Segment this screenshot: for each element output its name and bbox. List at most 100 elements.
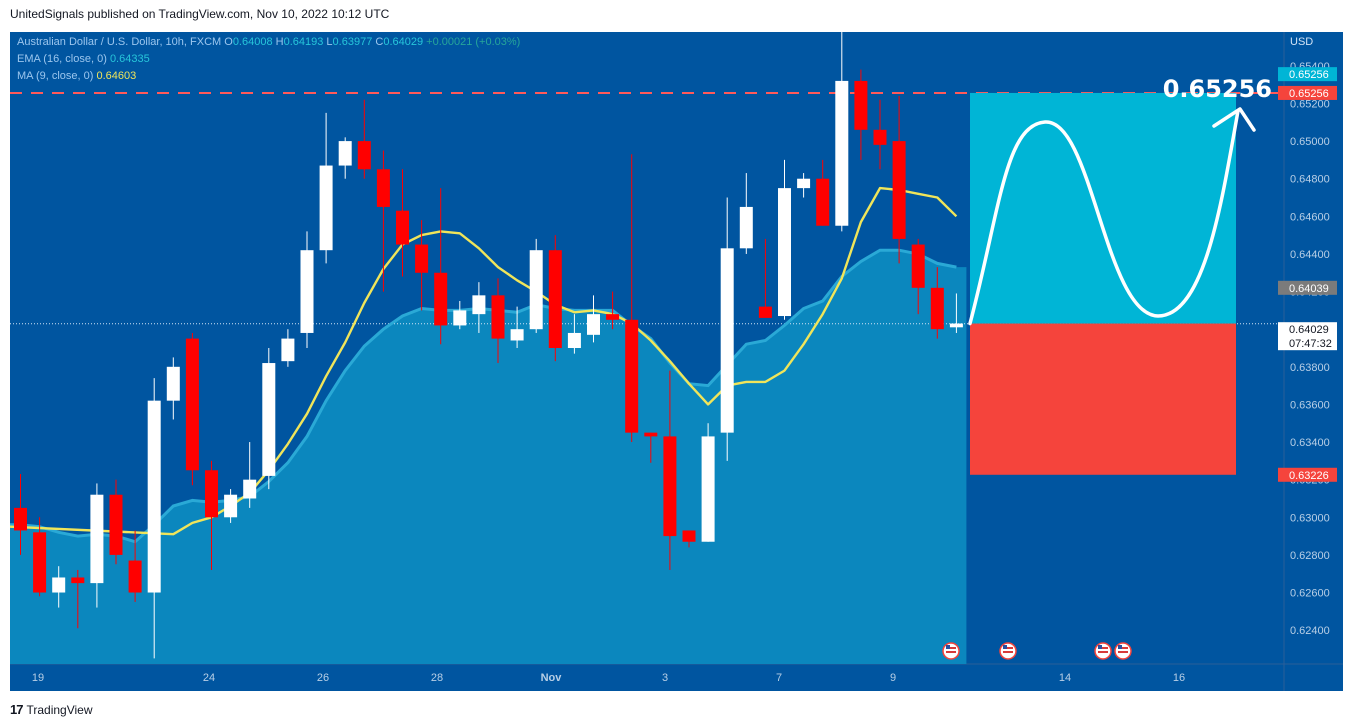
- candle-body: [128, 560, 142, 593]
- target-zone: [970, 92, 1236, 324]
- event-icons: [942, 642, 1132, 660]
- price-tick-label: 0.63400: [1290, 437, 1330, 449]
- candle-body: [663, 436, 677, 537]
- close-value: 0.64029: [383, 36, 424, 48]
- candle: [434, 188, 448, 345]
- candle-body: [376, 169, 390, 207]
- candle-body: [147, 400, 161, 593]
- price-tag-bg: [1278, 67, 1337, 82]
- candle: [720, 197, 734, 461]
- price-tick-label: 0.65200: [1290, 98, 1330, 110]
- candle-body: [797, 178, 811, 189]
- time-tick-label: 16: [1173, 672, 1185, 684]
- high-value: 0.64193: [283, 36, 324, 48]
- candle-body: [720, 248, 734, 433]
- price-tick-label: 0.64600: [1290, 211, 1330, 223]
- candle-body: [644, 432, 658, 437]
- candle-body: [529, 250, 543, 330]
- candle: [224, 489, 238, 523]
- candle-body: [281, 338, 295, 362]
- candle: [33, 517, 47, 597]
- candle: [797, 173, 811, 198]
- candle: [300, 231, 314, 348]
- candle: [357, 99, 371, 179]
- candle-body: [625, 319, 639, 433]
- ema-value: 0.64335: [109, 53, 150, 65]
- candle-body: [739, 206, 753, 249]
- countdown-text: 07:47:32: [1289, 338, 1332, 350]
- price-tag-text: 0.63226: [1289, 470, 1329, 482]
- candle: [739, 173, 753, 254]
- time-tick-label: 19: [32, 672, 44, 684]
- candle-body: [472, 295, 486, 315]
- candle-body: [510, 329, 524, 341]
- flag-icon-stripe: [946, 647, 956, 649]
- candle-body: [930, 287, 944, 330]
- price-tag-bg: [1278, 467, 1337, 482]
- candle: [71, 569, 85, 629]
- candle: [205, 460, 218, 570]
- legend-row-ohlc: Australian Dollar / U.S. Dollar, 10h, FX…: [17, 36, 520, 48]
- candle: [166, 357, 180, 420]
- price-axis-tag: 0.64029 07:47:32: [1278, 322, 1337, 351]
- flag-icon-canton: [1098, 645, 1102, 649]
- flag-icon-canton: [1003, 645, 1007, 649]
- target-price-label: 0.65256: [1163, 75, 1272, 103]
- candle-body: [338, 141, 352, 166]
- flag-icon-stripe: [1118, 651, 1128, 653]
- price-tick-label: 0.64400: [1290, 249, 1330, 261]
- close-label: C: [375, 36, 384, 48]
- forecast-curve: [968, 109, 1240, 326]
- candle: [587, 295, 600, 343]
- time-tick-label: 3: [662, 672, 668, 684]
- candle: [52, 566, 66, 608]
- candle: [663, 370, 677, 570]
- candle-body: [682, 530, 696, 542]
- flag-icon-canton: [946, 645, 950, 649]
- candle-body: [587, 314, 600, 335]
- candle: [567, 314, 581, 354]
- flag-icon-stripe: [1003, 651, 1013, 653]
- price-tick-label: 0.63800: [1290, 362, 1330, 374]
- candle: [376, 150, 390, 292]
- flag-icon: [999, 642, 1017, 660]
- candles: [14, 32, 963, 659]
- candle: [491, 278, 505, 364]
- candle-body: [873, 129, 887, 145]
- candle: [606, 291, 620, 330]
- open-value: 0.64008: [232, 36, 273, 48]
- high-label: H: [275, 36, 284, 48]
- candle-body: [816, 178, 830, 226]
- price-tag-text: 0.64039: [1289, 283, 1329, 295]
- candle: [930, 267, 944, 339]
- price-axis-tag: 0.65256: [1278, 67, 1337, 82]
- candle: [472, 282, 486, 333]
- candle-body: [854, 80, 868, 130]
- candle: [892, 95, 906, 264]
- price-tag-bg: [1278, 322, 1337, 351]
- candle: [185, 332, 199, 486]
- candle: [644, 432, 658, 463]
- candle: [14, 474, 27, 555]
- tradingview-logo-icon: 17: [10, 702, 24, 717]
- candle: [147, 378, 161, 659]
- price-tick-label: 0.62600: [1290, 588, 1330, 600]
- low-value: 0.63977: [332, 36, 373, 48]
- price-tick-label: 0.63600: [1290, 399, 1330, 411]
- price-axis-tag: 0.65256: [1278, 85, 1337, 100]
- candle: [396, 169, 409, 277]
- footer: 17 TradingView: [10, 702, 93, 717]
- candle-body: [300, 250, 314, 333]
- candle-body: [548, 250, 562, 348]
- forecast-drawing: 0.65256: [968, 75, 1272, 475]
- candle: [319, 112, 333, 264]
- candle: [949, 293, 963, 333]
- candle: [873, 99, 887, 170]
- price-tick-label: 0.65000: [1290, 136, 1330, 148]
- legend-row-ma: MA (9, close, 0) 0.64603: [17, 70, 136, 82]
- candle: [682, 530, 696, 548]
- candle: [625, 154, 639, 443]
- price-tag-text: 0.65256: [1289, 88, 1329, 100]
- candle-body: [491, 295, 505, 339]
